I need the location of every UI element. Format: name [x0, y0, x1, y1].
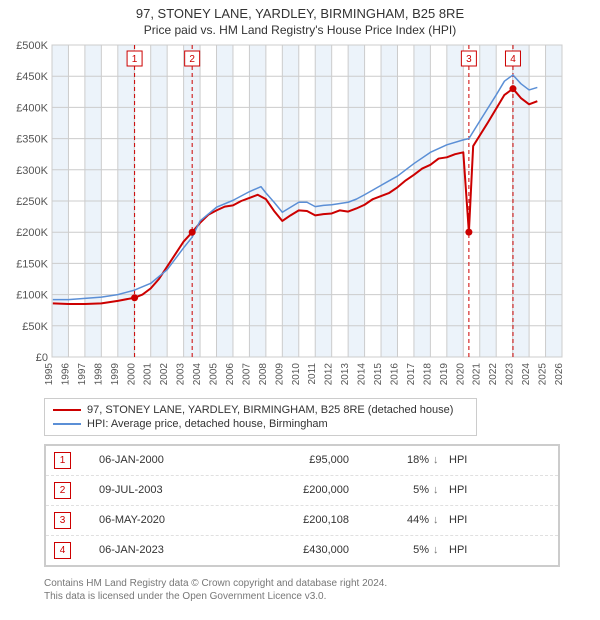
- svg-text:2011: 2011: [307, 362, 318, 384]
- legend-item: HPI: Average price, detached house, Birm…: [53, 417, 468, 431]
- sale-price: £95,000: [239, 454, 349, 466]
- svg-text:£450K: £450K: [16, 71, 48, 83]
- svg-text:3: 3: [466, 54, 472, 65]
- chart-title: 97, STONEY LANE, YARDLEY, BIRMINGHAM, B2…: [10, 6, 590, 23]
- svg-text:2018: 2018: [422, 362, 433, 385]
- legend-label: HPI: Average price, detached house, Birm…: [87, 418, 328, 430]
- sale-pct: 18%: [349, 454, 433, 466]
- legend-swatch: [53, 423, 81, 425]
- chart-legend: 97, STONEY LANE, YARDLEY, BIRMINGHAM, B2…: [44, 398, 477, 436]
- svg-text:2000: 2000: [126, 362, 137, 385]
- svg-text:1996: 1996: [60, 362, 71, 385]
- sale-vs: HPI: [449, 544, 550, 556]
- svg-text:2007: 2007: [241, 362, 252, 385]
- arrow-down-icon: ↓: [433, 484, 449, 496]
- svg-text:1995: 1995: [44, 362, 55, 385]
- svg-text:£350K: £350K: [16, 133, 48, 145]
- legend-label: 97, STONEY LANE, YARDLEY, BIRMINGHAM, B2…: [87, 404, 453, 416]
- sale-vs: HPI: [449, 454, 550, 466]
- footer-line: Contains HM Land Registry data © Crown c…: [44, 577, 590, 590]
- svg-text:2010: 2010: [291, 362, 302, 385]
- footer-line: This data is licensed under the Open Gov…: [44, 590, 590, 603]
- svg-text:4: 4: [510, 54, 516, 65]
- svg-text:2016: 2016: [389, 362, 400, 385]
- svg-text:2014: 2014: [357, 362, 368, 385]
- sale-pct: 44%: [349, 514, 433, 526]
- svg-text:2002: 2002: [159, 362, 170, 385]
- svg-text:2015: 2015: [373, 362, 384, 385]
- marker-badge: 3: [54, 512, 71, 529]
- svg-text:2008: 2008: [258, 362, 269, 385]
- svg-text:2006: 2006: [225, 362, 236, 385]
- svg-text:2013: 2013: [340, 362, 351, 385]
- svg-text:£300K: £300K: [16, 165, 48, 177]
- svg-text:2023: 2023: [505, 362, 516, 385]
- svg-text:2024: 2024: [521, 362, 532, 385]
- marker-badge: 1: [54, 452, 71, 469]
- svg-text:£50K: £50K: [22, 321, 48, 333]
- svg-text:£150K: £150K: [16, 258, 48, 270]
- svg-text:1997: 1997: [77, 362, 88, 385]
- arrow-down-icon: ↓: [433, 514, 449, 526]
- marker-badge: 4: [54, 542, 71, 559]
- svg-text:1999: 1999: [110, 362, 121, 385]
- sale-date: 06-MAY-2020: [99, 514, 239, 526]
- svg-text:2017: 2017: [406, 362, 417, 385]
- svg-text:2009: 2009: [274, 362, 285, 385]
- svg-text:2012: 2012: [324, 362, 335, 385]
- svg-text:2: 2: [189, 54, 195, 65]
- svg-text:2022: 2022: [488, 362, 499, 385]
- sale-price: £200,108: [239, 514, 349, 526]
- svg-text:1: 1: [132, 54, 138, 65]
- svg-text:2026: 2026: [554, 362, 565, 385]
- sale-vs: HPI: [449, 484, 550, 496]
- sale-date: 06-JAN-2023: [99, 544, 239, 556]
- sale-price: £200,000: [239, 484, 349, 496]
- legend-swatch: [53, 409, 81, 411]
- sale-pct: 5%: [349, 544, 433, 556]
- sale-date: 06-JAN-2000: [99, 454, 239, 466]
- svg-text:£400K: £400K: [16, 102, 48, 114]
- svg-text:£0: £0: [36, 352, 48, 364]
- chart-subtitle: Price paid vs. HM Land Registry's House …: [10, 23, 590, 37]
- table-row: 4 06-JAN-2023£430,0005%↓HPI: [46, 535, 558, 565]
- sale-vs: HPI: [449, 514, 550, 526]
- sale-price: £430,000: [239, 544, 349, 556]
- sale-date: 09-JUL-2003: [99, 484, 239, 496]
- arrow-down-icon: ↓: [433, 454, 449, 466]
- svg-text:2004: 2004: [192, 362, 203, 385]
- table-row: 1 06-JAN-2000£95,00018%↓HPI: [46, 446, 558, 475]
- table-row: 2 09-JUL-2003£200,0005%↓HPI: [46, 475, 558, 505]
- svg-text:1998: 1998: [93, 362, 104, 385]
- svg-text:£100K: £100K: [16, 289, 48, 301]
- svg-text:£250K: £250K: [16, 196, 48, 208]
- sale-pct: 5%: [349, 484, 433, 496]
- table-row: 3 06-MAY-2020£200,10844%↓HPI: [46, 505, 558, 535]
- svg-text:2005: 2005: [209, 362, 220, 385]
- sales-table: 106-JAN-2000£95,00018%↓HPI209-JUL-2003£2…: [44, 444, 560, 567]
- svg-text:2003: 2003: [176, 362, 187, 385]
- svg-text:2019: 2019: [439, 362, 450, 385]
- marker-badge: 2: [54, 482, 71, 499]
- svg-text:£200K: £200K: [16, 227, 48, 239]
- arrow-down-icon: ↓: [433, 544, 449, 556]
- svg-text:2001: 2001: [143, 362, 154, 385]
- legend-item: 97, STONEY LANE, YARDLEY, BIRMINGHAM, B2…: [53, 403, 468, 417]
- svg-text:2025: 2025: [538, 362, 549, 385]
- footer-text: Contains HM Land Registry data © Crown c…: [44, 577, 590, 603]
- svg-text:£500K: £500K: [16, 40, 48, 52]
- svg-text:2020: 2020: [455, 362, 466, 385]
- chart-svg: £0 £50K £100K £150K £200K £250K £300K £350K £400…: [10, 39, 570, 389]
- svg-text:2021: 2021: [472, 362, 483, 385]
- price-chart: £0 £50K £100K £150K £200K £250K £300K £350K £400…: [10, 39, 590, 394]
